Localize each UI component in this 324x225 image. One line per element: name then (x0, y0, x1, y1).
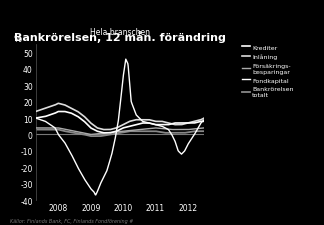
Text: %: % (14, 34, 22, 43)
Text: Hela branschen: Hela branschen (90, 27, 150, 36)
Text: Källor: Finlands Bank, FC, Finlands Fondförening #: Källor: Finlands Bank, FC, Finlands Fond… (10, 218, 133, 223)
Legend: Krediter, Inlåning, Försäkrings-
besparingar, Fondkapital, Bankrörelsen
totalt: Krediter, Inlåning, Försäkrings- bespari… (242, 45, 294, 98)
Title: Bankrörelsen, 12 mån. förändring: Bankrörelsen, 12 mån. förändring (14, 31, 226, 43)
